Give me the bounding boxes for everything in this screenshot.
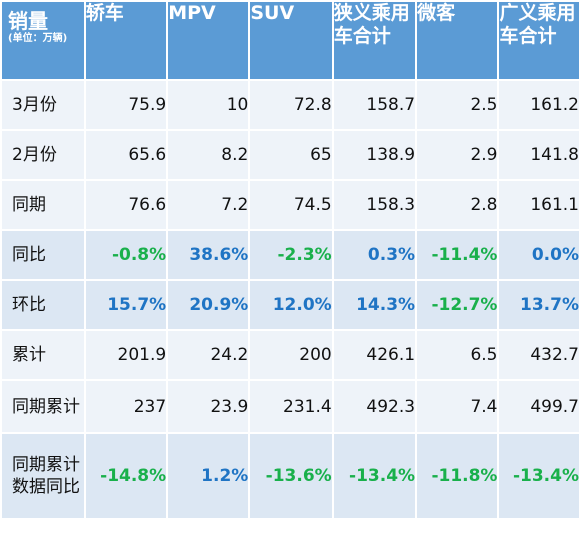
table-cell: 200 [250, 331, 334, 381]
header-sedan: 轿车 [85, 2, 169, 81]
table-cell: 499.7 [499, 381, 581, 434]
header-broad-total: 广义乘用车合计 [499, 2, 581, 81]
row-label: 环比 [2, 281, 86, 331]
row-label: 同期累计数据同比 [2, 434, 86, 520]
table-cell: 7.4 [417, 381, 500, 434]
pct-cell: 13.7% [499, 281, 581, 331]
row-label: 2月份 [2, 131, 86, 181]
header-narrow-total: 狭义乘用车合计 [333, 2, 418, 81]
row-label: 3月份 [2, 81, 86, 131]
pct-cell: -0.8% [85, 231, 169, 281]
header-corner: 销量 (单位：万辆) [2, 2, 86, 81]
table-cell: 10 [168, 81, 251, 131]
table-row: 同期 76.6 7.2 74.5 158.3 2.8 161.1 [2, 181, 581, 231]
pct-cell: 0.0% [499, 231, 581, 281]
table-cell: 237 [85, 381, 169, 434]
header-mpv: MPV [168, 2, 251, 81]
table-cell: 72.8 [250, 81, 334, 131]
table-cell: 426.1 [333, 331, 418, 381]
pct-cell: 0.3% [333, 231, 418, 281]
table-row: 同期累计数据同比 -14.8% 1.2% -13.6% -13.4% -11.8… [2, 434, 581, 520]
row-label: 累计 [2, 331, 86, 381]
table-row: 同期累计 237 23.9 231.4 492.3 7.4 499.7 [2, 381, 581, 434]
table-cell: 74.5 [250, 181, 334, 231]
table-row: 同比 -0.8% 38.6% -2.3% 0.3% -11.4% 0.0% [2, 231, 581, 281]
pct-cell: -13.6% [250, 434, 334, 520]
table-cell: 2.9 [417, 131, 500, 181]
row-label: 同期 [2, 181, 86, 231]
table-cell: 23.9 [168, 381, 251, 434]
table-cell: 75.9 [85, 81, 169, 131]
header-row: 销量 (单位：万辆) 轿车 MPV SUV 狭义乘用车合计 微客 广义乘用车合计 [2, 2, 581, 81]
pct-cell: -14.8% [85, 434, 169, 520]
header-corner-title: 销量 [8, 9, 48, 33]
table-cell: 76.6 [85, 181, 169, 231]
table-row: 2月份 65.6 8.2 65 138.9 2.9 141.8 [2, 131, 581, 181]
pct-cell: -13.4% [333, 434, 418, 520]
pct-cell: -13.4% [499, 434, 581, 520]
table-row: 累计 201.9 24.2 200 426.1 6.5 432.7 [2, 331, 581, 381]
row-label: 同比 [2, 231, 86, 281]
table-cell: 158.7 [333, 81, 418, 131]
header-corner-unit: (单位：万辆) [8, 33, 68, 44]
table-cell: 141.8 [499, 131, 581, 181]
table-cell: 432.7 [499, 331, 581, 381]
table-cell: 65.6 [85, 131, 169, 181]
table-row: 环比 15.7% 20.9% 12.0% 14.3% -12.7% 13.7% [2, 281, 581, 331]
table-cell: 7.2 [168, 181, 251, 231]
header-suv: SUV [250, 2, 334, 81]
pct-cell: -11.4% [417, 231, 500, 281]
table-cell: 6.5 [417, 331, 500, 381]
pct-cell: 1.2% [168, 434, 251, 520]
pct-cell: -12.7% [417, 281, 500, 331]
table-cell: 2.8 [417, 181, 500, 231]
table-cell: 2.5 [417, 81, 500, 131]
row-label: 同期累计 [2, 381, 86, 434]
table-cell: 161.1 [499, 181, 581, 231]
table-cell: 24.2 [168, 331, 251, 381]
table-cell: 8.2 [168, 131, 251, 181]
table-cell: 158.3 [333, 181, 418, 231]
table-cell: 65 [250, 131, 334, 181]
pct-cell: 20.9% [168, 281, 251, 331]
pct-cell: 14.3% [333, 281, 418, 331]
table-cell: 138.9 [333, 131, 418, 181]
pct-cell: 15.7% [85, 281, 169, 331]
table-cell: 231.4 [250, 381, 334, 434]
header-minivan: 微客 [417, 2, 500, 81]
table-cell: 201.9 [85, 331, 169, 381]
pct-cell: -11.8% [417, 434, 500, 520]
pct-cell: -2.3% [250, 231, 334, 281]
pct-cell: 38.6% [168, 231, 251, 281]
table-row: 3月份 75.9 10 72.8 158.7 2.5 161.2 [2, 81, 581, 131]
table-cell: 492.3 [333, 381, 418, 434]
table-cell: 161.2 [499, 81, 581, 131]
passenger-car-sales-table: 销量 (单位：万辆) 轿车 MPV SUV 狭义乘用车合计 微客 广义乘用车合计… [2, 2, 581, 520]
pct-cell: 12.0% [250, 281, 334, 331]
